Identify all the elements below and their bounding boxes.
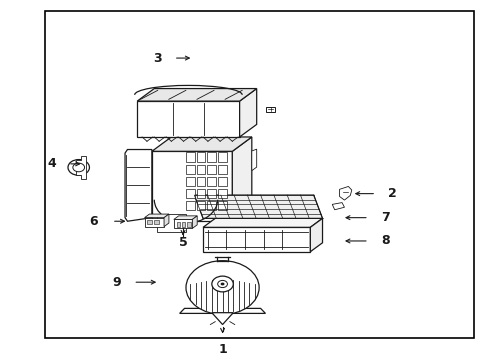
Polygon shape: [125, 149, 152, 221]
Text: 1: 1: [218, 343, 226, 356]
Bar: [185, 165, 194, 174]
Polygon shape: [339, 186, 351, 200]
Polygon shape: [152, 137, 251, 151]
Circle shape: [68, 159, 89, 175]
Bar: [185, 152, 194, 162]
Bar: [218, 189, 226, 198]
Polygon shape: [144, 218, 163, 226]
Polygon shape: [239, 89, 256, 137]
Bar: [196, 177, 205, 186]
Polygon shape: [173, 220, 192, 228]
Polygon shape: [137, 101, 239, 137]
Bar: [154, 220, 158, 225]
Text: 6: 6: [89, 215, 98, 228]
Bar: [185, 201, 194, 211]
Polygon shape: [310, 219, 322, 252]
Bar: [218, 201, 226, 211]
Bar: [207, 152, 216, 162]
Text: 2: 2: [387, 187, 396, 200]
Bar: [218, 152, 226, 162]
Circle shape: [185, 261, 259, 315]
Bar: [185, 189, 194, 198]
Circle shape: [211, 276, 233, 292]
Polygon shape: [157, 214, 185, 232]
Polygon shape: [137, 89, 256, 101]
Text: 8: 8: [380, 234, 389, 247]
Polygon shape: [251, 149, 256, 171]
Polygon shape: [152, 151, 232, 221]
Polygon shape: [173, 216, 197, 220]
Polygon shape: [163, 214, 168, 226]
Polygon shape: [232, 137, 251, 221]
Polygon shape: [203, 227, 310, 252]
Polygon shape: [192, 216, 197, 228]
Bar: [187, 222, 190, 226]
Circle shape: [217, 280, 227, 288]
Text: 5: 5: [178, 235, 187, 248]
Polygon shape: [331, 203, 344, 210]
Polygon shape: [76, 156, 86, 179]
Bar: [207, 201, 216, 211]
Text: 9: 9: [112, 276, 121, 289]
Text: 4: 4: [47, 157, 56, 170]
Bar: [218, 165, 226, 174]
Polygon shape: [211, 313, 233, 324]
Bar: [196, 165, 205, 174]
Polygon shape: [203, 219, 322, 227]
Bar: [185, 177, 194, 186]
Bar: [218, 177, 226, 186]
Bar: [207, 177, 216, 186]
Bar: [207, 165, 216, 174]
Bar: [196, 189, 205, 198]
Bar: [196, 201, 205, 211]
Bar: [44, 12, 473, 338]
Bar: [147, 220, 152, 225]
Circle shape: [220, 283, 224, 285]
Bar: [207, 189, 216, 198]
Polygon shape: [194, 195, 322, 219]
Bar: [176, 222, 180, 226]
Polygon shape: [144, 214, 168, 218]
Text: 7: 7: [380, 211, 389, 224]
Circle shape: [73, 163, 84, 172]
Bar: [196, 152, 205, 162]
Bar: [266, 107, 275, 112]
Text: 3: 3: [153, 51, 161, 64]
Polygon shape: [179, 309, 265, 314]
Bar: [182, 222, 185, 226]
